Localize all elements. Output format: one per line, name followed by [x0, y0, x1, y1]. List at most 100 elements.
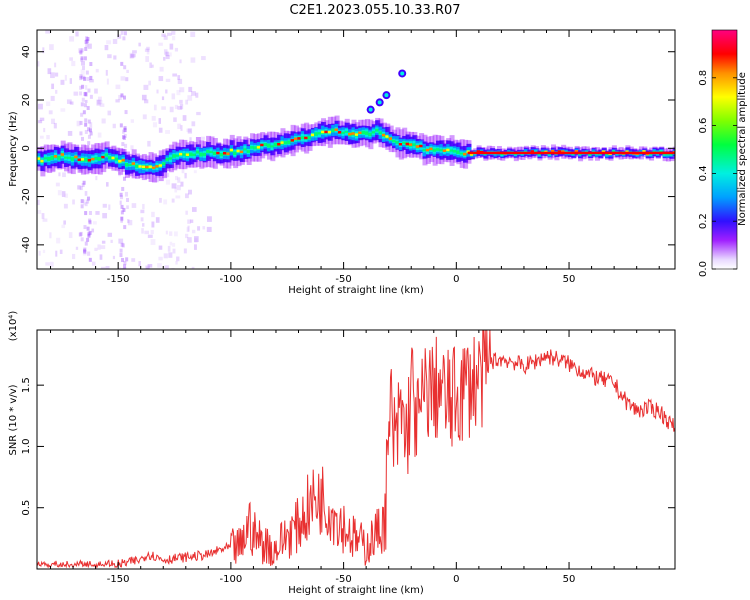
- speckle-mark: [181, 168, 185, 174]
- trace-mark: [331, 128, 337, 133]
- speckle-mark: [191, 91, 196, 96]
- speckle-mark: [75, 31, 79, 37]
- speckle-mark: [87, 127, 91, 132]
- colorbar-tick-label: 0.4: [698, 165, 709, 181]
- trace-peak-mark: [463, 152, 468, 156]
- speckle-mark: [190, 31, 196, 38]
- speckle-mark: [175, 261, 178, 265]
- trace-peak-mark: [239, 150, 244, 154]
- trace-mark: [195, 150, 201, 154]
- trace-peak-mark: [280, 141, 285, 144]
- trace-peak-mark: [425, 148, 430, 152]
- speckle-mark: [80, 58, 84, 62]
- speckle-mark: [122, 176, 126, 181]
- speckle-mark: [191, 229, 196, 234]
- trace-peak-mark: [60, 153, 65, 156]
- speckle-mark: [187, 219, 191, 224]
- trace-peak-mark: [77, 158, 82, 162]
- speckle-mark: [55, 89, 58, 94]
- speckle-mark: [123, 225, 127, 230]
- trace-peak-mark: [405, 142, 410, 146]
- speckle-mark: [142, 223, 145, 227]
- speckle-mark: [179, 99, 183, 104]
- speckle-mark: [84, 99, 88, 103]
- speckle-mark: [89, 94, 93, 99]
- speckle-mark: [80, 102, 84, 107]
- speckle-mark: [184, 172, 187, 179]
- speckle-mark: [97, 96, 102, 101]
- colorbar-tick-label: 0.8: [698, 70, 709, 86]
- speckle-mark: [108, 204, 111, 210]
- speckle-mark: [127, 219, 130, 224]
- speckle-mark: [83, 91, 87, 96]
- speckle-mark: [87, 233, 91, 238]
- speckle-mark: [58, 172, 61, 177]
- speckle-mark: [42, 47, 45, 54]
- trace-mark: [307, 136, 313, 140]
- speckle-mark: [80, 74, 84, 79]
- speckle-mark: [130, 119, 135, 123]
- trace-mark: [168, 157, 174, 160]
- trace-mark: [317, 132, 323, 135]
- trace-mark: [513, 153, 519, 155]
- speckle-mark: [151, 64, 154, 68]
- speckle-mark: [123, 267, 127, 269]
- speckle-mark: [153, 268, 158, 269]
- trace-peak-mark: [415, 145, 420, 148]
- speckle-mark: [118, 94, 122, 101]
- speckle-mark: [194, 238, 198, 243]
- trace-mark: [67, 156, 73, 159]
- speckle-mark: [150, 239, 156, 245]
- speckle-mark: [55, 250, 58, 257]
- snr-x-tick-label: 0: [453, 574, 459, 585]
- speckle-mark: [112, 123, 116, 129]
- speckle-mark: [186, 128, 192, 132]
- speckle-mark: [124, 143, 128, 148]
- speckle-mark: [95, 68, 99, 73]
- speckle-mark: [107, 110, 112, 116]
- speckle-mark: [49, 261, 54, 267]
- trace-peak-mark: [141, 165, 146, 169]
- speckle-mark: [180, 125, 183, 131]
- speckle-mark: [167, 32, 172, 36]
- speckle-mark: [81, 75, 86, 80]
- trace-peak-mark: [337, 131, 342, 134]
- speckle-mark: [191, 121, 196, 127]
- speckle-mark: [183, 248, 187, 254]
- speckle-mark: [179, 87, 185, 93]
- speckle-mark: [169, 231, 173, 236]
- speckle-mark: [85, 85, 88, 90]
- speckle-mark: [174, 231, 178, 237]
- speckle-mark: [120, 30, 124, 35]
- speckle-mark: [143, 84, 149, 90]
- spectrogram-x-tick-label: 50: [563, 274, 576, 285]
- trace-peak-mark: [398, 142, 403, 146]
- speckle-mark: [148, 80, 151, 86]
- speckle-mark: [84, 241, 88, 246]
- speckle-mark: [111, 146, 116, 152]
- speckle-mark: [171, 198, 175, 203]
- spectrogram-x-tick-label: -150: [107, 274, 130, 285]
- speckle-mark: [185, 210, 188, 215]
- speckle-mark: [192, 207, 197, 212]
- trace-mark: [402, 141, 408, 145]
- speckle-mark: [171, 93, 176, 100]
- speckle-mark: [122, 135, 126, 140]
- trace-peak-mark: [310, 133, 315, 137]
- speckle-mark: [83, 248, 87, 253]
- speckle-mark: [123, 128, 127, 133]
- speckle-mark: [196, 111, 201, 116]
- speckle-mark: [197, 226, 201, 231]
- trace-mark: [250, 146, 256, 149]
- speckle-mark: [102, 213, 108, 219]
- speckle-mark: [84, 92, 88, 97]
- trace-peak-mark: [557, 150, 562, 153]
- speckle-mark: [45, 262, 50, 266]
- snr-y-tick-label: 1.5: [21, 377, 32, 393]
- speckle-mark: [86, 196, 90, 201]
- trace-mark: [202, 152, 208, 156]
- speckle-mark: [77, 185, 81, 190]
- speckle-mark: [118, 238, 124, 244]
- trace-peak-mark: [351, 132, 356, 135]
- trace-mark: [459, 152, 465, 155]
